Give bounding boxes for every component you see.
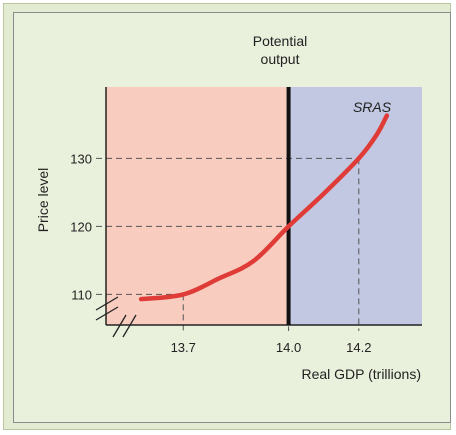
potential-output-label-line2: output <box>261 51 300 67</box>
x-tick-label-13.7: 13.7 <box>171 340 196 355</box>
y-axis-title: Price level <box>35 168 51 233</box>
output-gap-regions <box>106 87 422 325</box>
y-tick-label-130: 130 <box>70 151 92 166</box>
y-tick-label-110: 110 <box>71 287 92 302</box>
x-axis-title: Real GDP (trillions) <box>301 366 421 382</box>
x-tick-label-14.0: 14.0 <box>276 340 301 355</box>
y-tick-label-120: 120 <box>70 219 92 234</box>
potential-output-label-line1: Potential <box>253 33 307 49</box>
x-tick-label-14.2: 14.2 <box>346 340 371 355</box>
sras-label: SRAS <box>353 99 392 115</box>
